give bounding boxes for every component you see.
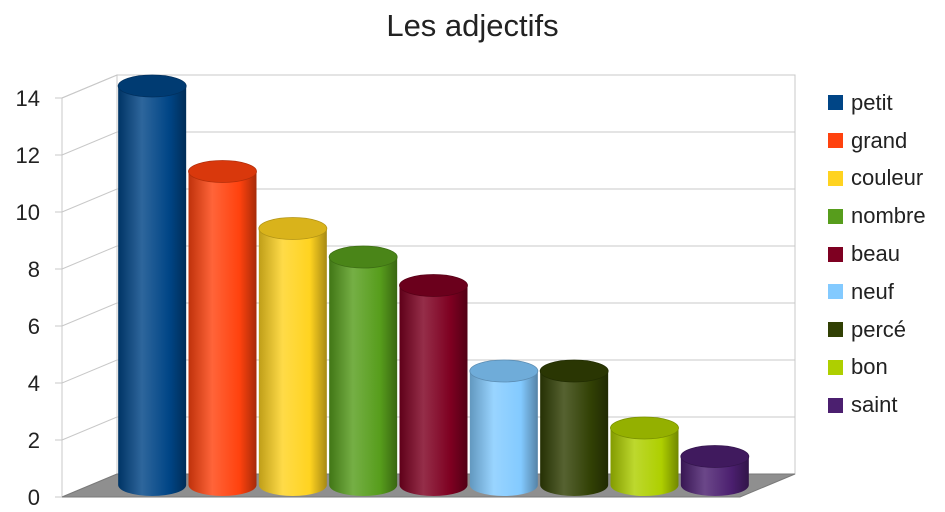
bar-top [680, 445, 750, 468]
y-tick-label: 6 [28, 314, 40, 339]
gridline [61, 131, 795, 156]
bar-body [469, 371, 538, 497]
bar-top [328, 245, 398, 269]
bar-body [329, 257, 398, 497]
y-tick-label: 0 [28, 485, 40, 510]
legend-swatch [828, 359, 843, 375]
bar-grand [188, 160, 257, 497]
legend-label: grand [851, 127, 908, 153]
bar-body [399, 285, 468, 497]
bar-nombre [328, 245, 398, 497]
bar-top [258, 217, 328, 240]
legend-swatch [828, 95, 843, 111]
legend-item-neuf: neuf [828, 273, 926, 311]
legend-swatch [828, 284, 843, 300]
bars [117, 74, 750, 497]
bar-top [539, 359, 609, 383]
y-tick-label: 10 [16, 200, 40, 225]
bar-body [610, 428, 679, 497]
legend-item-beau: beau [828, 235, 926, 273]
legend-label: beau [851, 241, 900, 267]
bar-percé [539, 359, 609, 496]
legend-item-saint: saint [828, 386, 926, 424]
y-axis-ticks: 0 2 4 6 8 10 12 14 [16, 86, 62, 510]
chart-title: Les adjectifs [386, 8, 559, 43]
legend-label: nombre [851, 203, 926, 229]
legend-item-couleur: couleur [828, 160, 926, 198]
bar-body [258, 228, 327, 497]
gridline [61, 188, 795, 213]
legend-label: bon [851, 354, 888, 380]
legend: petit grand couleur nombre beau neuf percé bon s… [828, 84, 926, 424]
bar-top [188, 160, 257, 183]
gridline [61, 74, 795, 99]
legend-swatch [828, 397, 843, 413]
legend-item-petit: petit [828, 84, 926, 122]
bar-body [118, 86, 187, 497]
y-tick-label: 4 [28, 371, 40, 396]
gridline [61, 302, 795, 327]
bar-top [117, 74, 187, 98]
legend-item-nombre: nombre [828, 197, 926, 235]
legend-label: petit [851, 89, 893, 115]
legend-swatch [828, 322, 843, 338]
legend-swatch [828, 246, 843, 262]
bar-saint [680, 445, 750, 497]
legend-item-grand: grand [828, 122, 926, 160]
legend-label: saint [851, 392, 898, 418]
bar-top [469, 359, 539, 383]
y-tick-label: 12 [16, 143, 40, 168]
bar-body [188, 171, 257, 497]
legend-label: couleur [851, 165, 924, 191]
bar-body [540, 371, 609, 496]
y-tick-label: 2 [28, 428, 40, 453]
bar-top [399, 274, 468, 297]
bar-couleur [258, 217, 328, 497]
gridline [61, 245, 795, 270]
bar-petit [117, 74, 187, 497]
y-tick-label: 8 [28, 257, 40, 282]
legend-label: neuf [851, 278, 894, 304]
legend-swatch [828, 170, 843, 186]
bar-neuf [469, 359, 539, 497]
legend-swatch [828, 208, 843, 224]
bar-beau [399, 274, 468, 497]
legend-item-bon: bon [828, 349, 926, 387]
y-tick-label: 14 [16, 86, 40, 111]
legend-swatch [828, 133, 843, 149]
bar-bon [610, 416, 679, 497]
side-wall [61, 74, 118, 498]
bar-top [610, 416, 679, 440]
legend-label: percé [851, 316, 907, 342]
legend-item-percé: percé [828, 311, 926, 349]
